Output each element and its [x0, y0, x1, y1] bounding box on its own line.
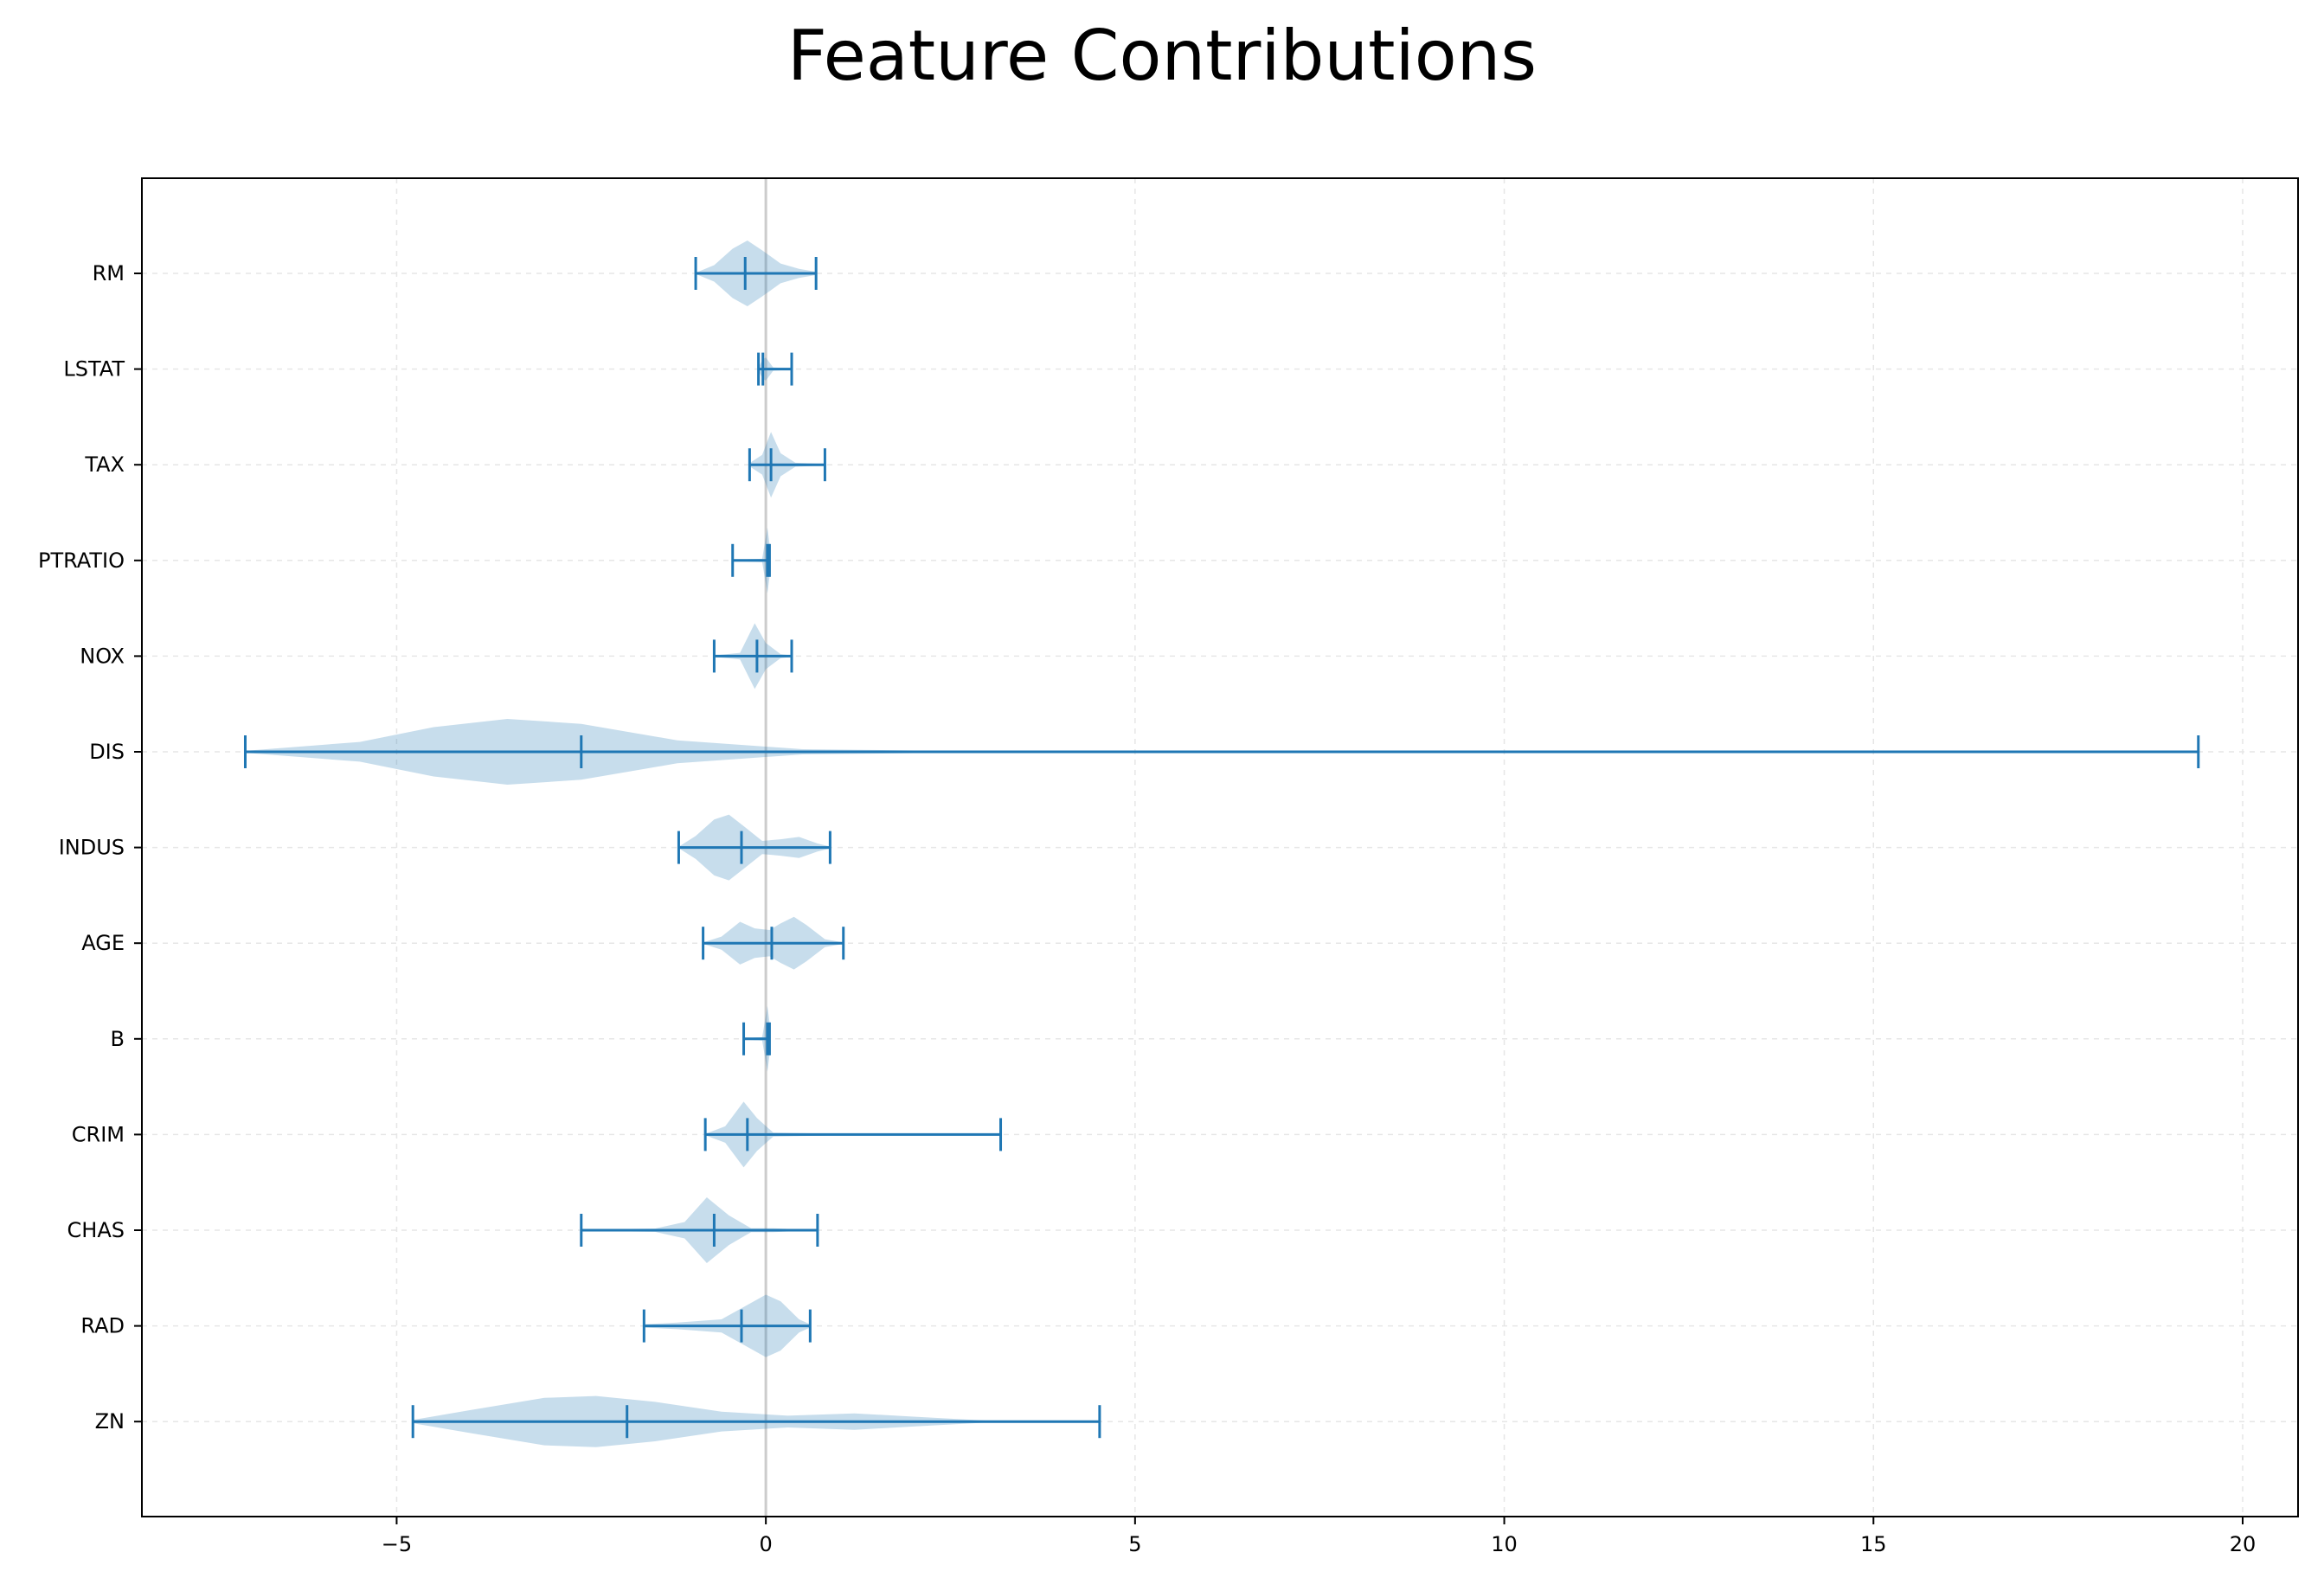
y-tick-label: LSTAT — [63, 357, 125, 382]
y-tick-label: CHAS — [67, 1218, 125, 1242]
y-tick-label: CRIM — [72, 1122, 125, 1146]
x-tick-label: 5 — [1128, 1532, 1141, 1556]
x-tick-label: 10 — [1491, 1532, 1518, 1556]
y-tick-label: TAX — [84, 452, 125, 477]
x-tick-label: 0 — [760, 1532, 773, 1556]
y-tick-label: INDUS — [59, 836, 125, 860]
y-tick-label: B — [111, 1027, 125, 1051]
x-tick-label: −5 — [382, 1532, 412, 1556]
x-tick-label: 20 — [2230, 1532, 2257, 1556]
y-tick-label: ZN — [95, 1409, 125, 1434]
y-tick-label: RAD — [80, 1314, 125, 1338]
y-tick-label: DIS — [89, 740, 125, 764]
y-tick-label: AGE — [81, 931, 125, 955]
y-tick-label: NOX — [80, 644, 125, 668]
y-tick-label: RM — [93, 261, 125, 285]
x-tick-label: 15 — [1860, 1532, 1887, 1556]
chart-title: Feature Contributions — [786, 16, 1538, 96]
y-tick-label: PTRATIO — [38, 548, 125, 573]
